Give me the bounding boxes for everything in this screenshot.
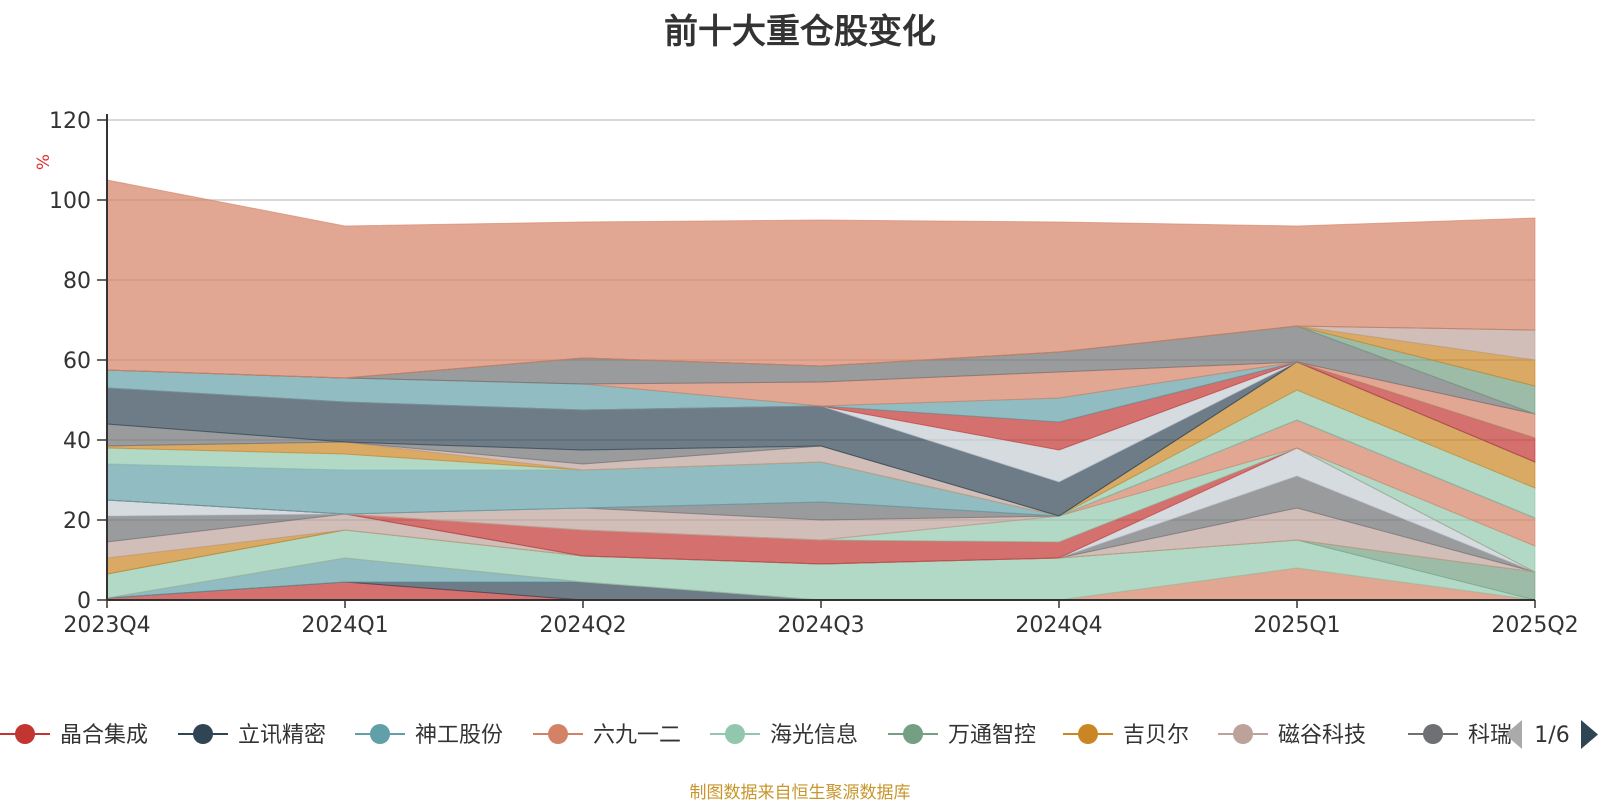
legend-item-8[interactable]: 科瑞 [1408,723,1512,748]
legend-marker-icon [370,724,390,744]
legend-item-7[interactable]: 磁谷科技 [1218,723,1366,748]
legend-page-indicator: 1/6 [1534,723,1569,748]
triangle-right-icon[interactable] [1581,720,1598,749]
legend-label: 磁谷科技 [1278,723,1366,748]
x-tick-label: 2024Q1 [301,613,388,638]
y-tick-label: 0 [77,589,91,614]
legend-marker-icon [548,724,568,744]
legend-label: 立讯精密 [238,723,326,748]
legend-label: 六九一二 [593,723,681,748]
legend-label: 神工股份 [415,723,503,748]
legend-marker-icon [1233,724,1253,744]
source-note: 制图数据来自恒生聚源数据库 [689,783,911,803]
legend-item-2[interactable]: 神工股份 [355,723,503,748]
y-tick-label: 20 [63,509,91,534]
legend-marker-icon [1423,724,1443,744]
legend-item-6[interactable]: 吉贝尔 [1063,723,1189,748]
legend-marker-icon [1078,724,1098,744]
x-tick-label: 2024Q3 [777,613,864,638]
chart-title: 前十大重仓股变化 [664,12,936,52]
legend-label: 海光信息 [770,723,858,748]
legend-marker-icon [725,724,745,744]
legend-item-1[interactable]: 立讯精密 [178,723,326,748]
legend-item-4[interactable]: 海光信息 [710,723,858,748]
area-series-30[interactable] [106,179,1536,379]
triangle-left-icon[interactable] [1505,720,1522,749]
x-tick-label: 2025Q2 [1491,613,1578,638]
axes: 0 20 40 60 80 100 120 2023Q4 2024Q1 2024Q2 2024Q3 2… [34,109,1579,638]
legend-item-5[interactable]: 万通智控 [888,723,1036,748]
y-tick-label: 60 [63,349,91,374]
legend: 晶合集成 立讯精密 神工股份 六九一二 海光信息 万通智控 吉贝尔 磁谷科技 科瑞 1/6 [0,720,1598,749]
x-tick-label: 2024Q2 [539,613,626,638]
y-axis-unit-label: % [34,154,54,170]
legend-marker-icon [15,724,35,744]
legend-marker-icon [193,724,213,744]
x-tick-label: 2024Q4 [1015,613,1102,638]
legend-label: 万通智控 [948,723,1036,748]
legend-marker-icon [903,724,923,744]
legend-label: 吉贝尔 [1123,723,1189,748]
legend-label: 晶合集成 [60,723,148,748]
x-tick-label: 2025Q1 [1253,613,1340,638]
legend-item-3[interactable]: 六九一二 [533,723,681,748]
legend-label: 科瑞 [1468,723,1512,748]
y-tick-label: 120 [49,109,91,134]
y-tick-label: 80 [63,269,91,294]
legend-item-0[interactable]: 晶合集成 [0,723,148,748]
y-tick-label: 40 [63,429,91,454]
y-tick-label: 100 [49,189,91,214]
x-tick-label: 2023Q4 [63,613,150,638]
area-series-group [106,179,1536,601]
